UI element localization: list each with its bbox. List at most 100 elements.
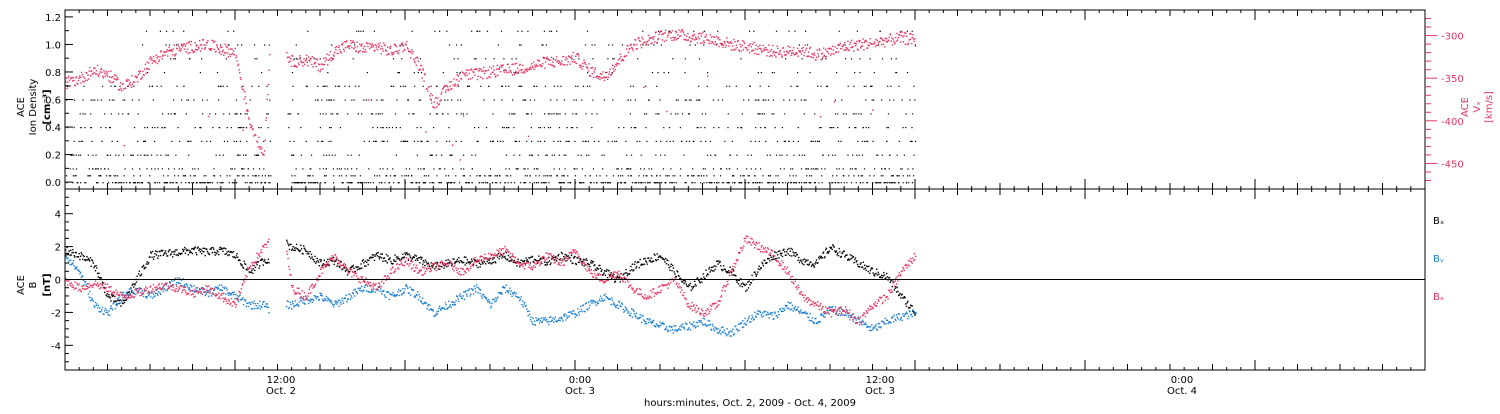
density-point: [174, 58, 176, 60]
by-point: [478, 288, 481, 291]
density-point: [300, 182, 302, 184]
vx-point: [375, 47, 377, 49]
density-point: [347, 113, 349, 115]
density-point: [760, 72, 762, 74]
density-point: [328, 154, 330, 156]
density-point: [183, 30, 185, 32]
by-point: [249, 301, 251, 304]
bx-point: [670, 263, 672, 265]
by-point: [173, 279, 175, 282]
vx-point: [436, 102, 439, 104]
density-point: [442, 72, 444, 74]
bx-point: [173, 253, 175, 255]
bx-point: [611, 275, 614, 277]
bx-point: [801, 261, 803, 263]
by-point: [184, 284, 186, 286]
bx-point: [77, 256, 80, 258]
bx-point: [824, 256, 826, 258]
by-point: [166, 290, 168, 292]
vx-point: [827, 47, 829, 50]
density-point: [295, 168, 297, 170]
vx-point: [542, 56, 544, 59]
by-point: [363, 289, 365, 291]
by-point: [178, 282, 180, 284]
bx-point: [849, 258, 851, 261]
bx-point: [570, 254, 573, 257]
density-point: [587, 140, 589, 142]
vx-point: [853, 50, 855, 52]
density-point: [710, 182, 712, 184]
density-point: [833, 127, 835, 129]
vx-point: [487, 77, 489, 79]
vx-point: [759, 47, 762, 50]
density-point: [331, 154, 333, 156]
vx-point: [745, 47, 748, 49]
vx-point: [686, 39, 688, 42]
bx-point: [115, 300, 117, 303]
bx-point: [718, 260, 720, 262]
density-point: [206, 99, 208, 101]
vx-point: [138, 72, 141, 74]
density-point: [741, 127, 743, 129]
bx-point: [769, 260, 771, 262]
bx-point: [375, 253, 377, 256]
vx-point: [195, 45, 198, 47]
density-point: [330, 140, 332, 142]
density-point: [169, 182, 171, 184]
density-point: [630, 99, 632, 101]
bx-point: [470, 258, 473, 260]
density-point: [906, 182, 908, 184]
density-point: [218, 127, 220, 129]
vx-point: [401, 43, 403, 45]
density-point: [706, 154, 709, 156]
density-point: [325, 168, 327, 170]
by-point: [541, 321, 543, 324]
vx-point: [582, 65, 585, 67]
density-point: [836, 168, 838, 170]
density-point: [621, 168, 623, 170]
density-point: [227, 30, 229, 32]
density-point: [872, 140, 874, 142]
density-point: [72, 175, 74, 177]
bx-point: [561, 252, 563, 255]
bx-point: [818, 258, 821, 260]
density-point: [328, 140, 330, 142]
density-point: [484, 175, 486, 177]
vx-point: [600, 76, 602, 79]
bx-point: [594, 268, 597, 270]
density-point: [753, 30, 755, 32]
density-point: [617, 175, 620, 177]
density-point: [586, 85, 588, 87]
by-point: [535, 317, 537, 319]
bx-point: [291, 249, 293, 251]
density-point: [420, 168, 422, 170]
density-point: [474, 154, 477, 156]
density-point: [147, 182, 149, 184]
vx-point: [247, 110, 249, 112]
bx-point: [401, 257, 403, 259]
density-point: [746, 168, 748, 170]
density-point: [623, 182, 625, 184]
by-point: [421, 302, 423, 304]
by-point: [286, 305, 288, 308]
vx-point: [727, 41, 729, 44]
vx-point: [593, 71, 595, 73]
bx-point: [572, 262, 574, 265]
vx-point: [84, 77, 86, 79]
vx-point: [88, 70, 90, 72]
density-point: [269, 182, 271, 184]
density-point: [358, 30, 360, 32]
density-point: [219, 85, 221, 87]
vx-point: [743, 41, 745, 43]
bx-point: [176, 249, 178, 251]
bx-point: [491, 262, 493, 264]
vx-point: [847, 49, 850, 51]
vx-point: [875, 38, 877, 41]
density-point: [721, 182, 723, 184]
vx-point: [773, 54, 776, 56]
density-point: [547, 113, 549, 115]
density-point: [563, 175, 565, 177]
bx-point: [733, 270, 735, 272]
vx-point: [606, 71, 608, 73]
density-point: [185, 113, 187, 115]
